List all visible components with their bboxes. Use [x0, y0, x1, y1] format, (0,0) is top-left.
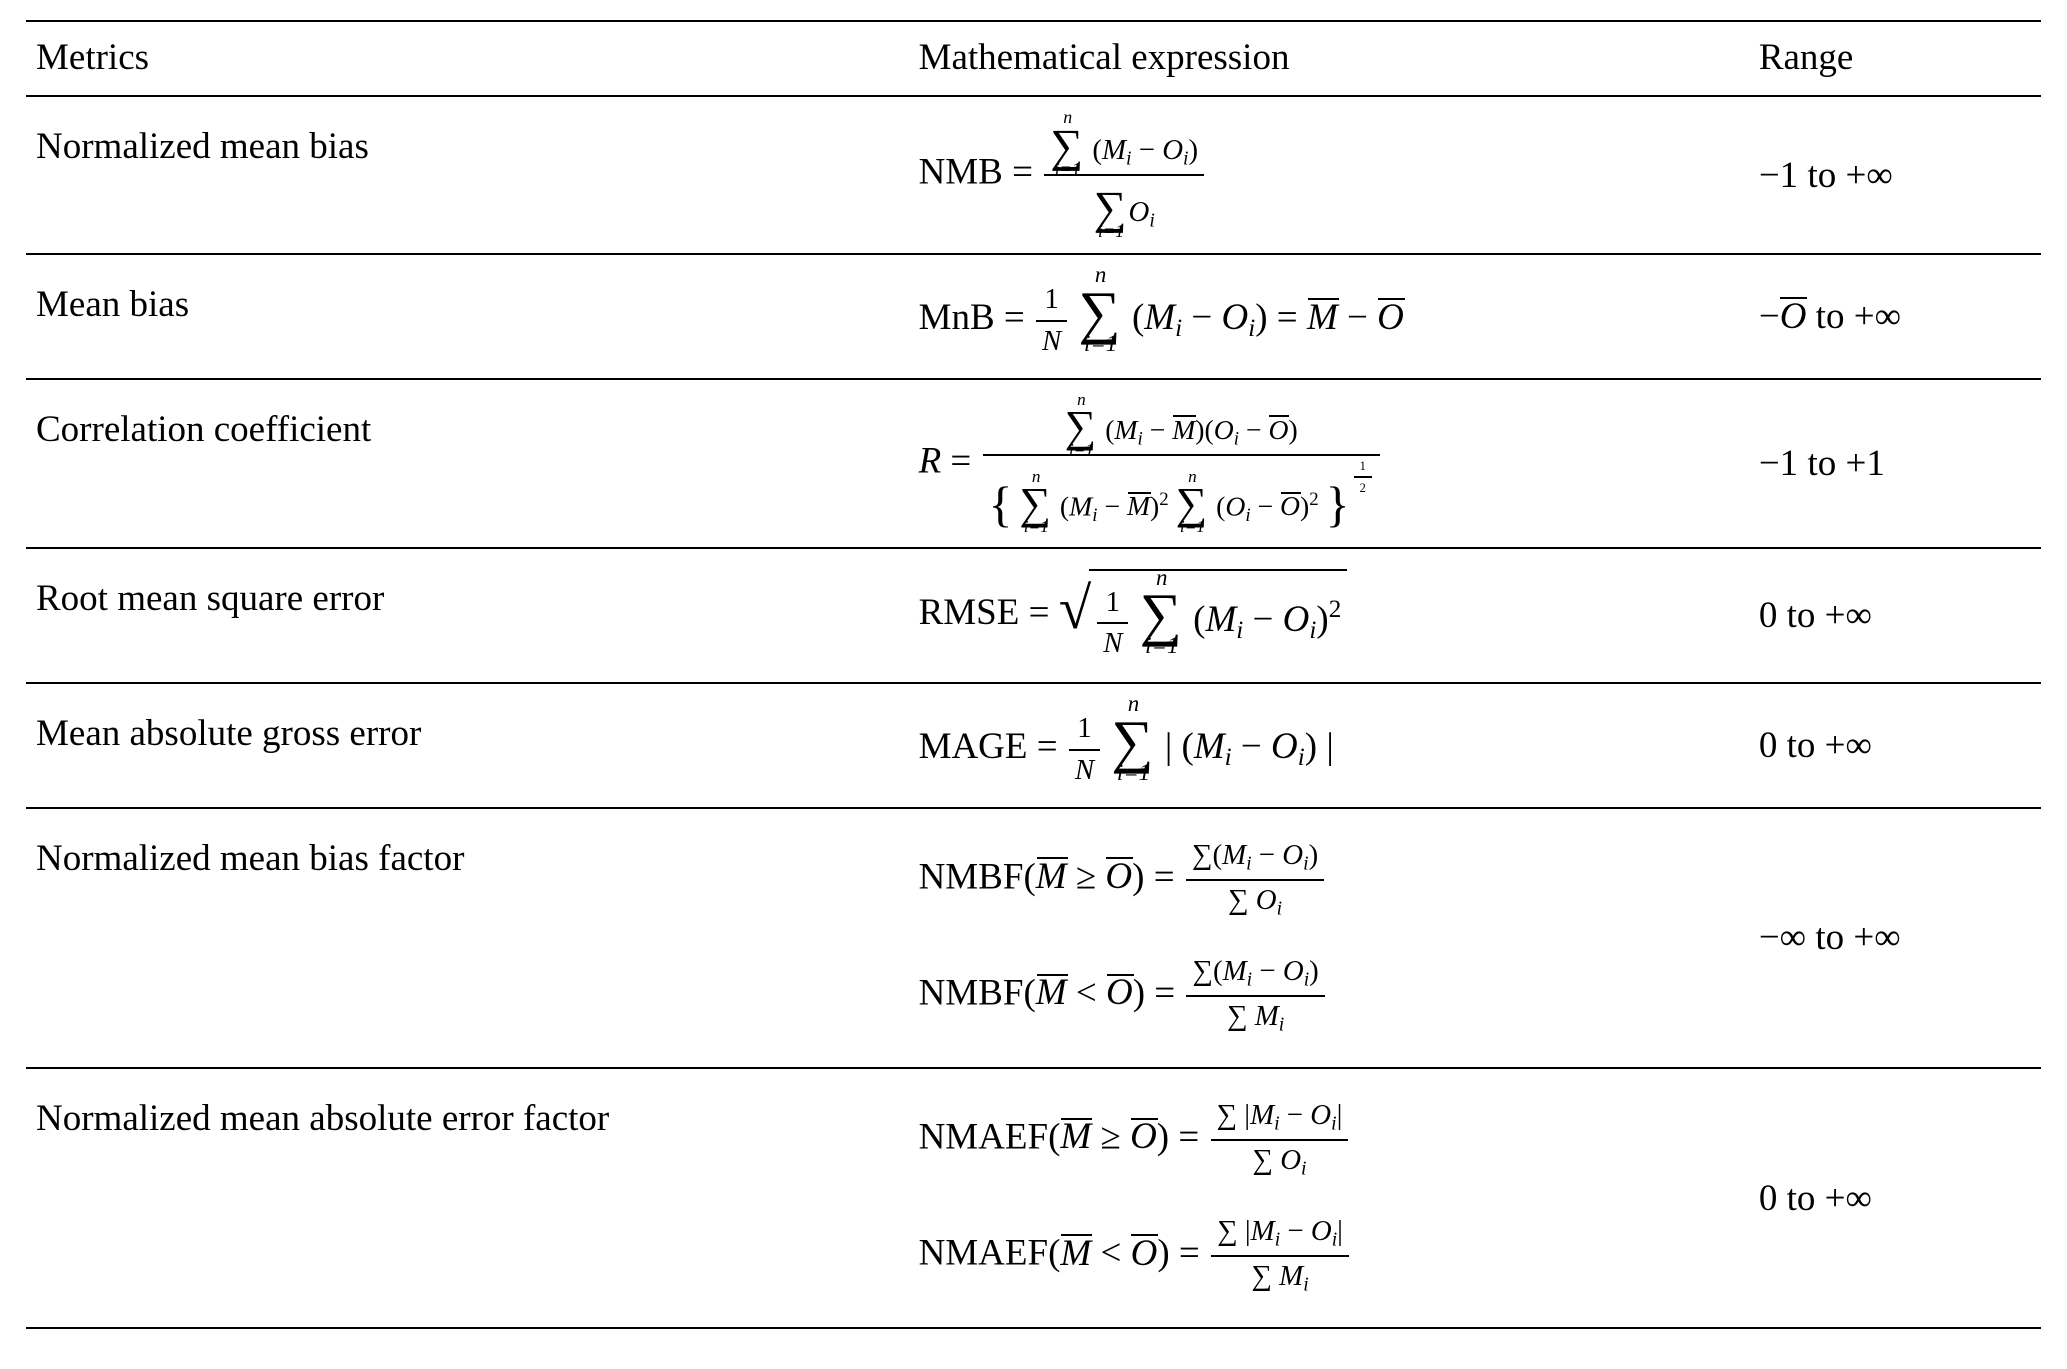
range-hi: +∞	[1825, 1178, 1872, 1219]
metric-name: Mean absolute gross error	[26, 683, 909, 808]
table-row: Correlation coefficient R = n∑i=1 (Mi − …	[26, 379, 2041, 549]
nmbf-label: NMBF	[919, 972, 1024, 1013]
metric-name: Normalized mean bias factor	[26, 808, 909, 1068]
metric-expression: NMBF(M ≥ O) = ∑(Mi − Oi) ∑ Oi NMBF(M < O…	[909, 808, 1749, 1068]
metric-range: 0 to +∞	[1749, 548, 2041, 683]
range-lo: −1	[1759, 155, 1798, 196]
metric-name: Normalized mean bias	[26, 96, 909, 254]
nmb-label: NMB	[919, 152, 1003, 193]
range-hi: +∞	[1825, 595, 1872, 636]
metric-range: 0 to +∞	[1749, 683, 2041, 808]
header-metrics: Metrics	[26, 21, 909, 96]
range-lo: 0	[1759, 725, 1778, 766]
table-row: Mean absolute gross error MAGE = 1N n∑i=…	[26, 683, 2041, 808]
table-row: Normalized mean absolute error factor NM…	[26, 1068, 2041, 1328]
metrics-table: Metrics Mathematical expression Range No…	[26, 20, 2041, 1329]
table-row: Normalized mean bias factor NMBF(M ≥ O) …	[26, 808, 2041, 1068]
metric-range: −1 to +1	[1749, 379, 2041, 549]
range-hi: +∞	[1853, 917, 1900, 958]
mnb-label: MnB	[919, 297, 995, 338]
range-hi: +∞	[1845, 155, 1892, 196]
metric-name: Correlation coefficient	[26, 379, 909, 549]
range-lo: −1	[1759, 443, 1798, 484]
nmaef-label: NMAEF	[919, 1233, 1049, 1274]
range-hi: +∞	[1825, 725, 1872, 766]
mage-label: MAGE	[919, 726, 1028, 767]
range-hi: +∞	[1854, 296, 1901, 337]
metric-expression: RMSE = √ 1N n∑i=1 (Mi − Oi)2	[909, 548, 1749, 683]
table-row: Mean bias MnB = 1N n∑i=1 (Mi − Oi) = M −…	[26, 254, 2041, 379]
header-expression: Mathematical expression	[909, 21, 1749, 96]
r-label: R	[919, 440, 942, 481]
range-lo-obar: O	[1780, 295, 1807, 338]
metric-range: −1 to +∞	[1749, 96, 2041, 254]
metric-expression: NMB = n∑i=1 (Mi − Oi) ∑i=1Oi	[909, 96, 1749, 254]
metric-range: −∞ to +∞	[1749, 808, 2041, 1068]
metric-expression: MnB = 1N n∑i=1 (Mi − Oi) = M − O	[909, 254, 1749, 379]
metric-range: −O to +∞	[1749, 254, 2041, 379]
range-hi: +1	[1845, 443, 1884, 484]
metric-name: Mean bias	[26, 254, 909, 379]
rmse-label: RMSE	[919, 592, 1020, 633]
metric-name: Root mean square error	[26, 548, 909, 683]
header-range: Range	[1749, 21, 2041, 96]
table-header-row: Metrics Mathematical expression Range	[26, 21, 2041, 96]
range-lo: 0	[1759, 595, 1778, 636]
range-lo-prefix: −	[1759, 296, 1780, 337]
range-lo: 0	[1759, 1178, 1778, 1219]
metric-expression: MAGE = 1N n∑i=1 | (Mi − Oi) |	[909, 683, 1749, 808]
metric-expression: R = n∑i=1 (Mi − M)(Oi − O) { n∑i=1 (Mi −…	[909, 379, 1749, 549]
nmaef-label: NMAEF	[919, 1116, 1049, 1157]
metric-expression: NMAEF(M ≥ O) = ∑ |Mi − Oi| ∑ Oi NMAEF(M …	[909, 1068, 1749, 1328]
nmbf-label: NMBF	[919, 856, 1024, 897]
range-lo: −∞	[1759, 917, 1806, 958]
table-row: Normalized mean bias NMB = n∑i=1 (Mi − O…	[26, 96, 2041, 254]
table-row: Root mean square error RMSE = √ 1N n∑i=1…	[26, 548, 2041, 683]
metric-name: Normalized mean absolute error factor	[26, 1068, 909, 1328]
metric-range: 0 to +∞	[1749, 1068, 2041, 1328]
